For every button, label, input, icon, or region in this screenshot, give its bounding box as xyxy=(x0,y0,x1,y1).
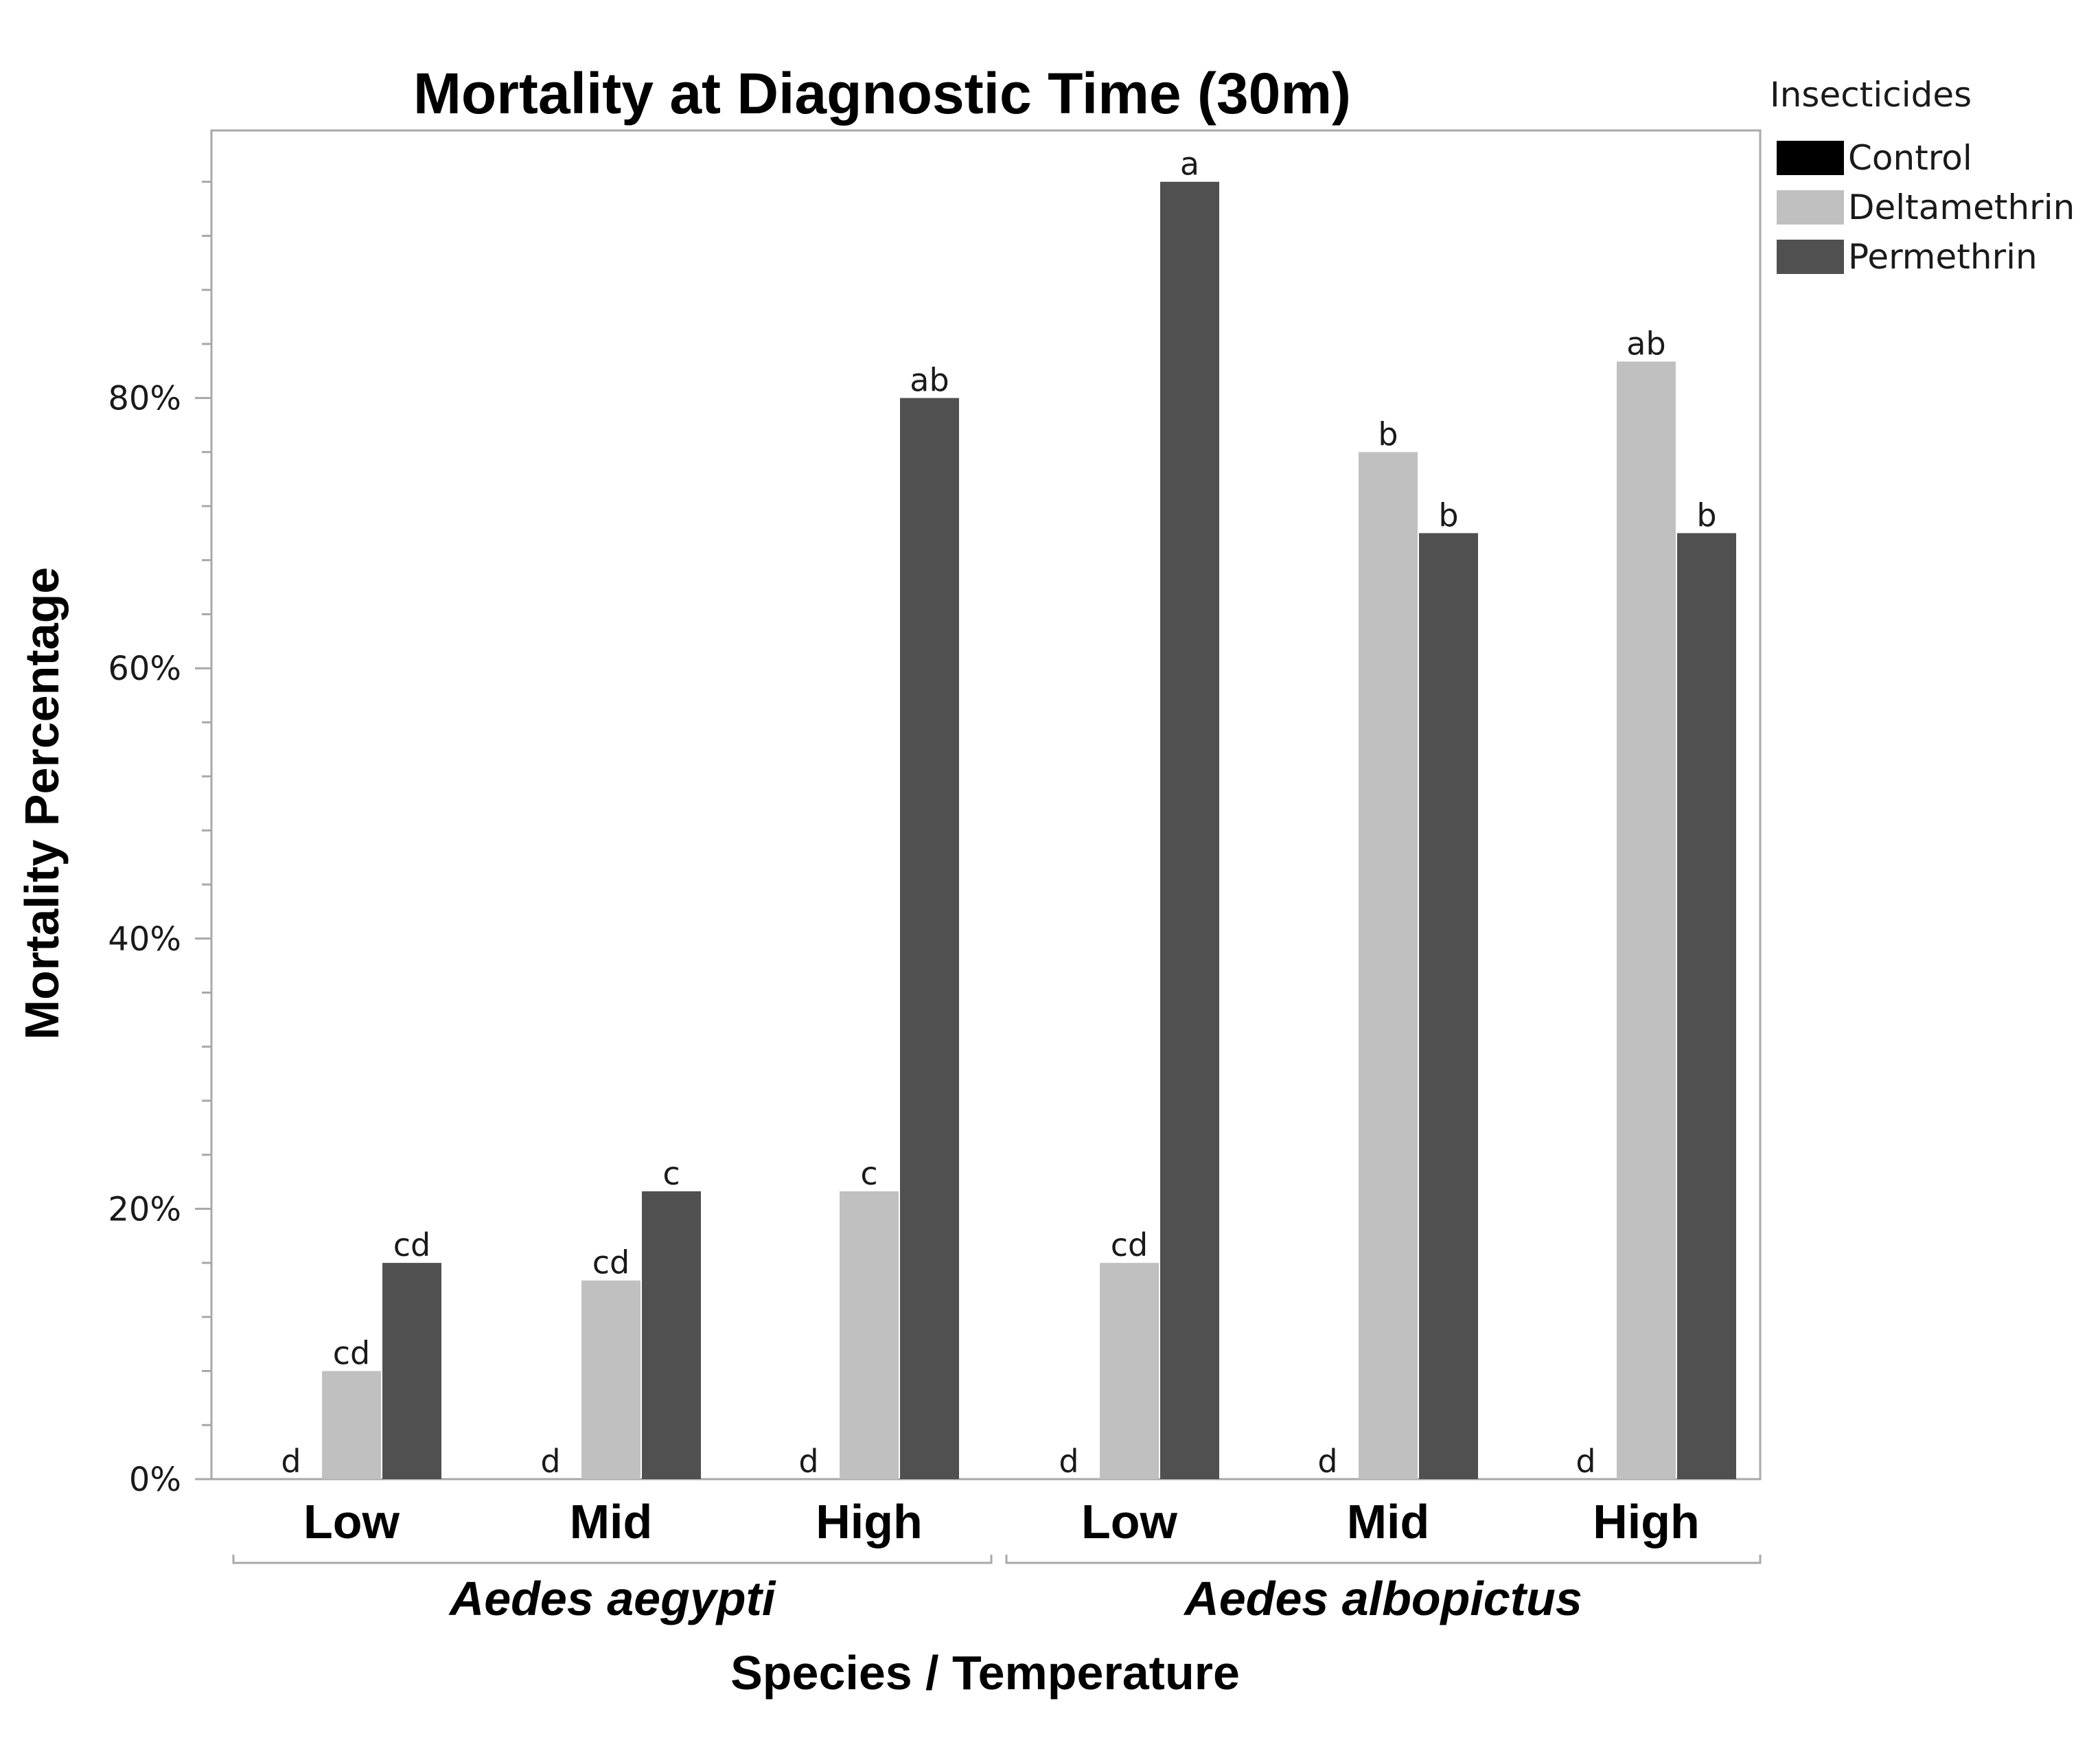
legend-swatch-control xyxy=(1777,141,1844,175)
x-category-label: Low xyxy=(1081,1495,1178,1548)
x-axis: Low Mid High Low Mid High Aedes aegypti Aedes a… xyxy=(232,1495,1762,1625)
bar-letter-label: cd xyxy=(333,1335,371,1372)
legend-label-deltamethrin: Deltamethrin xyxy=(1848,187,2075,227)
bar-deltamethrin xyxy=(1359,452,1418,1479)
x-category-label: High xyxy=(816,1495,923,1548)
bar-letter-label: cd xyxy=(592,1244,630,1281)
bar-letter-label: b xyxy=(1438,496,1458,534)
x-category-label: Mid xyxy=(1347,1495,1430,1548)
y-tick-label: 20% xyxy=(108,1190,181,1228)
y-axis-title: Mortality Percentage xyxy=(15,567,69,1040)
bar-letter-label: cd xyxy=(1111,1226,1149,1264)
chart-title: Mortality at Diagnostic Time (30m) xyxy=(413,61,1351,126)
x-category-label: High xyxy=(1593,1495,1700,1548)
x-category-label: Mid xyxy=(570,1495,653,1548)
bar-letter-label: d xyxy=(1317,1443,1337,1480)
legend: Insecticides Control Deltamethrin Permethr… xyxy=(1770,75,2075,277)
bar-letter-label: ab xyxy=(1626,325,1665,362)
legend-label-control: Control xyxy=(1848,138,1972,178)
bars xyxy=(322,181,1736,1480)
y-axis: 0% 20% 40% 60% 80% xyxy=(108,181,211,1499)
plot-frame xyxy=(210,129,1762,1480)
bar-permethrin xyxy=(1677,533,1736,1479)
bar-permethrin xyxy=(1419,533,1478,1479)
bar-letter-label: b xyxy=(1378,415,1398,453)
bar-letter-label: b xyxy=(1696,496,1716,534)
bar-deltamethrin xyxy=(322,1371,381,1479)
legend-title: Insecticides xyxy=(1770,75,1972,115)
legend-label-permethrin: Permethrin xyxy=(1848,237,2038,277)
bar-letter-label: c xyxy=(860,1155,877,1192)
bar-letter-label: a xyxy=(1180,146,1199,183)
x-group-label: Aedes albopictus xyxy=(1183,1572,1582,1625)
bar-permethrin xyxy=(382,1263,441,1479)
group-bracket xyxy=(232,1555,993,1564)
bar-deltamethrin xyxy=(1617,361,1676,1479)
group-bracket xyxy=(1005,1555,1762,1564)
bar-letter-label: cd xyxy=(393,1226,431,1264)
bar-letter-label: d xyxy=(1576,1443,1595,1480)
bar-permethrin xyxy=(642,1191,701,1479)
bar-letter-label: ab xyxy=(910,362,949,399)
y-tick-label: 80% xyxy=(108,380,181,418)
y-tick-label: 0% xyxy=(129,1461,181,1499)
x-category-label: Low xyxy=(303,1495,400,1548)
bar-letter-label: d xyxy=(798,1443,818,1480)
bar-deltamethrin xyxy=(1100,1263,1159,1479)
y-tick-label: 40% xyxy=(108,920,181,959)
bar-permethrin xyxy=(900,398,959,1479)
legend-swatch-permethrin xyxy=(1777,240,1844,274)
bar-letter-label: c xyxy=(662,1155,680,1192)
bar-deltamethrin xyxy=(581,1280,641,1479)
x-axis-title: Species / Temperature xyxy=(730,1646,1240,1700)
bar-letter-label: d xyxy=(540,1443,560,1480)
y-tick-label: 60% xyxy=(108,650,181,688)
x-group-label: Aedes aegypti xyxy=(448,1572,776,1625)
bar-permethrin xyxy=(1160,181,1219,1480)
bar-letter-label: d xyxy=(281,1443,301,1480)
bar-letter-label: d xyxy=(1059,1443,1078,1480)
bar-deltamethrin xyxy=(840,1191,899,1479)
legend-swatch-deltamethrin xyxy=(1777,190,1844,225)
